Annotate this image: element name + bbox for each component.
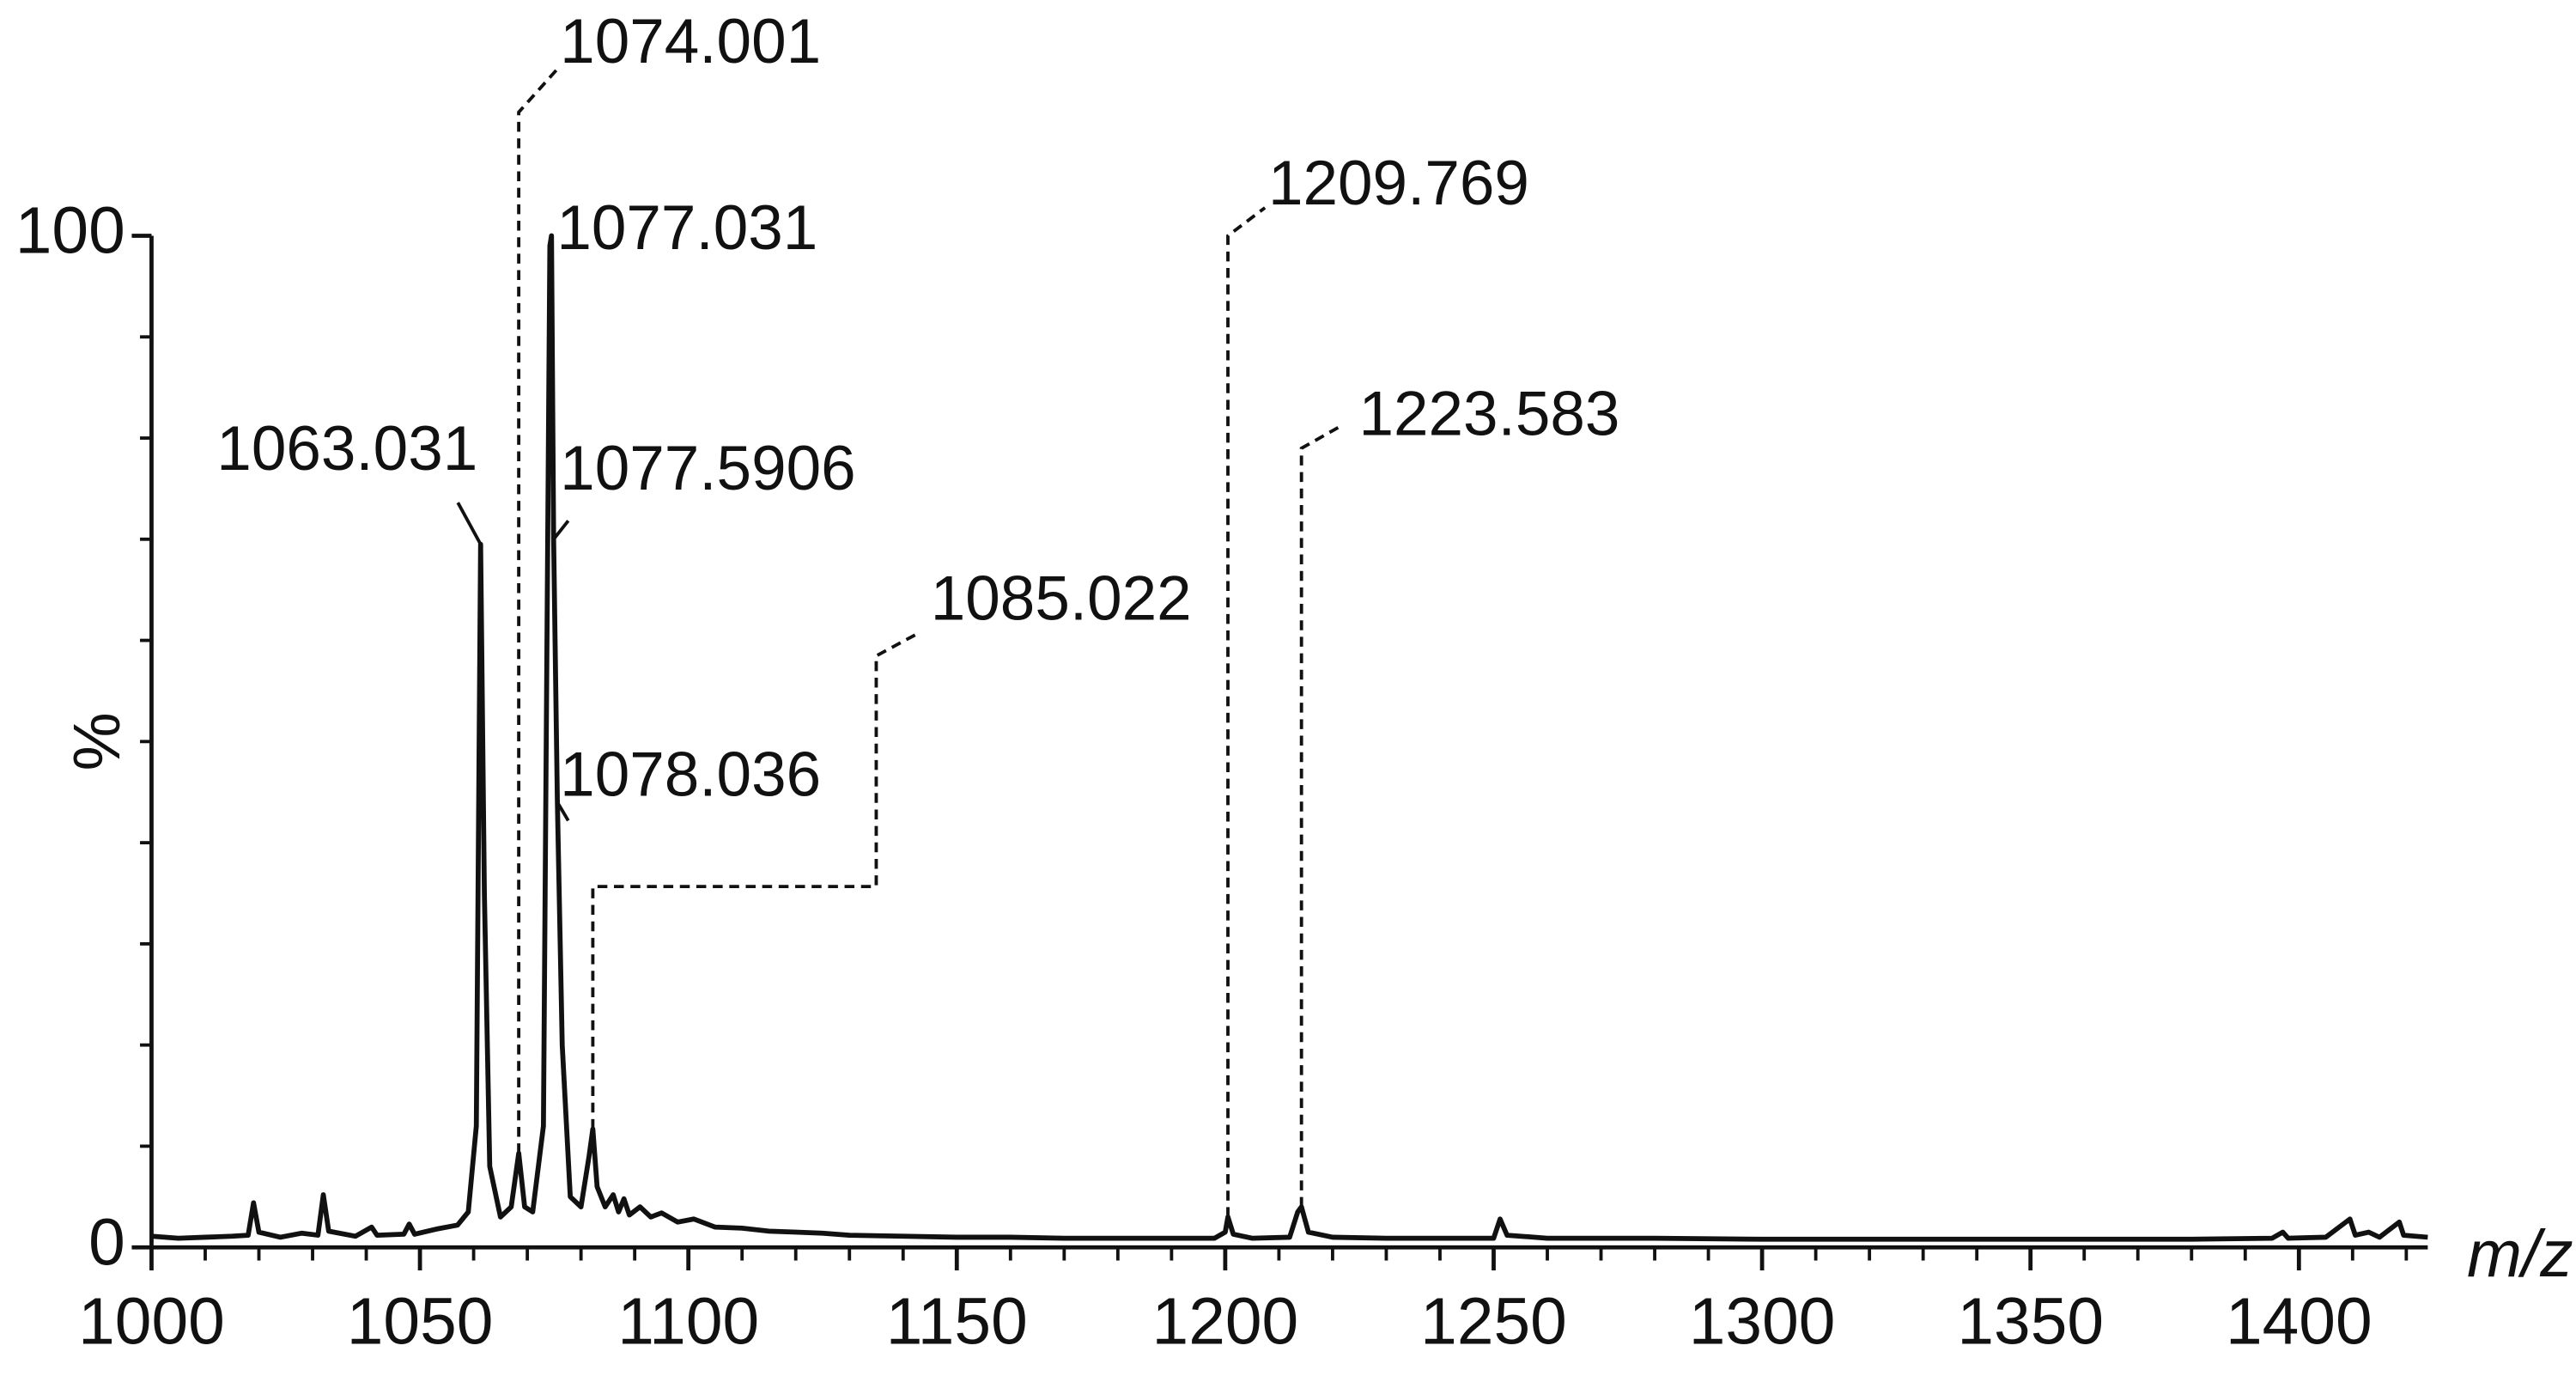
annotation-label: 1077.5906 (560, 434, 855, 503)
y-tick-label: 100 (15, 195, 125, 268)
x-tick-label: 1000 (78, 1286, 225, 1359)
annotation-label: 1063.031 (216, 414, 477, 484)
y-tick-label: 0 (88, 1206, 125, 1279)
x-tick-label: 1150 (886, 1286, 1028, 1359)
annotation-label: 1223.583 (1358, 380, 1619, 449)
spectrum-line (151, 233, 2428, 1242)
annotation-label: 1074.001 (560, 7, 821, 76)
annotation-label: 1085.022 (931, 563, 1192, 633)
annotation-leader (552, 520, 570, 540)
annotation-leader (1299, 423, 1344, 1208)
x-tick-label: 1200 (1152, 1286, 1299, 1359)
annotation-label: 1078.036 (560, 740, 821, 810)
annotation-label: 1077.031 (556, 193, 817, 263)
x-tick-label: 1050 (347, 1286, 494, 1359)
x-tick-label: 1350 (1957, 1286, 2104, 1359)
x-tick-label: 1400 (2226, 1286, 2372, 1359)
x-tick-label: 1100 (617, 1286, 759, 1359)
annotation-leader (456, 502, 483, 545)
x-tick-label: 1300 (1689, 1286, 1836, 1359)
x-axis-label: m/z (2467, 1218, 2573, 1291)
annotation-label: 1209.769 (1268, 149, 1529, 218)
x-tick-label: 1250 (1420, 1286, 1567, 1359)
annotation-leader (591, 631, 920, 1129)
annotation-leader (1226, 206, 1267, 1217)
annotation-leader (556, 801, 570, 822)
y-axis-label: % (61, 712, 134, 770)
annotation-leader (517, 64, 562, 1154)
